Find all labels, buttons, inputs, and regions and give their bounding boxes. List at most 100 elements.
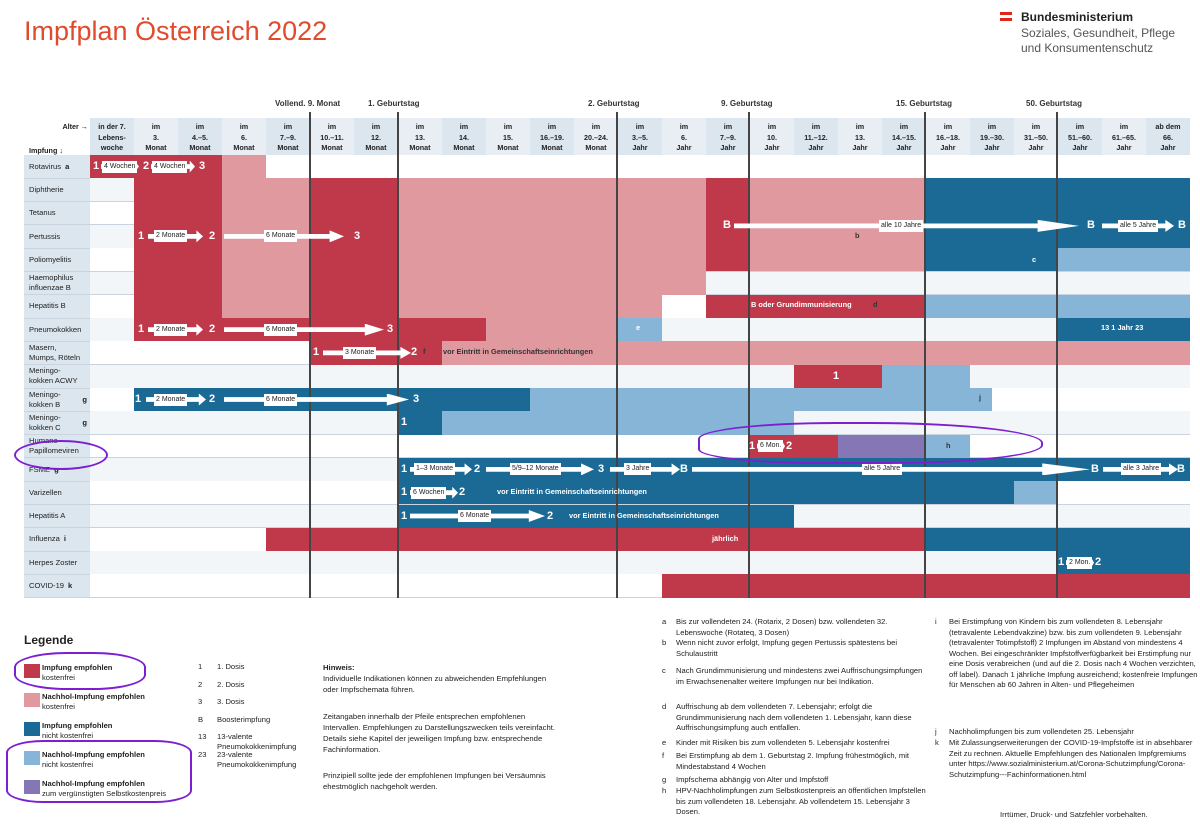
column-header-line: Jahr [1160, 143, 1176, 152]
interval-label: 6 Monate [264, 323, 298, 336]
interval-label: 3 Monate [343, 346, 377, 359]
bar-pneumo-risk [618, 318, 662, 342]
milestone-line [616, 112, 618, 598]
vaccine-label: COVID-19 k [29, 574, 87, 597]
column-header [662, 118, 706, 155]
interval-label: 6 Monate [264, 393, 298, 406]
table-row [90, 155, 1190, 179]
column-header-line: 14.–15. [892, 132, 916, 142]
dose-number: 1 [401, 509, 408, 522]
column-header-line: im [635, 122, 645, 131]
dose-number: B [680, 462, 688, 475]
column-header-line: 7.–9. [280, 132, 296, 142]
vaccine-name: Humane Papillomeviren [29, 436, 79, 456]
interval-label: 6 Monate [458, 510, 492, 522]
dose-legend-value: 3. Dosis [217, 697, 245, 706]
column-header-line: 3.–5. [632, 132, 648, 142]
dose-number: 2 [474, 462, 481, 475]
column-header-line: Monat [585, 143, 607, 152]
dose-legend-value: 2. Dosis [217, 679, 245, 689]
legend-swatch-purple [24, 780, 40, 794]
column-header [266, 118, 310, 155]
column-header-line: im [855, 122, 865, 131]
footnote-text: Nach Grundimmunisierung und mindestens z… [676, 666, 923, 686]
footnote: j Nachholimpfungen bis zum vollendeten 25… [935, 727, 1200, 738]
column-header-line: im [371, 122, 381, 131]
schedule-annotation: h [946, 440, 951, 450]
dose-number: 1 [749, 439, 756, 452]
legend-item-3: Impfung empfohlen nicht kostenfrei [42, 721, 113, 740]
column-header-line: Monat [189, 143, 211, 152]
footnote-key: g [662, 775, 667, 784]
dose-number: B [1087, 219, 1095, 232]
column-header [750, 118, 794, 155]
vaccine-name: Haemophilus influenzae B [29, 273, 74, 293]
legend-swatch-red [24, 664, 40, 678]
column-header-line: im [679, 122, 689, 131]
ministry-name-2: Soziales, Gesundheit, Pflege [1021, 26, 1176, 40]
footnote-key: d [662, 702, 667, 711]
milestone-line [1056, 112, 1058, 598]
milestone-label: 1. Geburtstag [368, 99, 420, 108]
interval-label: 6 Wochen [411, 486, 447, 499]
interval-label: 2 Monate [154, 393, 188, 406]
column-header-line: im [1075, 122, 1085, 131]
bar-hepb-booster [706, 294, 926, 319]
table-row [90, 434, 1190, 458]
interval-label: alle 5 Jahre [862, 463, 903, 476]
column-header-line: 14. [459, 132, 469, 142]
table-row [90, 551, 1190, 575]
column-header-line: im [415, 122, 425, 131]
column-header-line: 66. [1163, 132, 1173, 142]
footnote-key: b [662, 638, 667, 647]
dose-number: 1 [1058, 556, 1065, 569]
milestone-label: 9. Geburtstag [721, 99, 773, 108]
schedule-annotation: e [636, 323, 641, 333]
schedule-annotation: c [1032, 254, 1037, 264]
bar-covid [662, 574, 1190, 598]
bar-acwy-catchup [882, 364, 970, 388]
dose-number: 3 [354, 229, 361, 242]
vaccine-axis-label: Impfung ↓ [29, 146, 63, 155]
column-header-line: 12. [371, 132, 381, 142]
vaccine-name: Meningo-kokken B [29, 389, 61, 409]
column-header [1014, 118, 1058, 155]
dose-number: 2 [786, 439, 793, 452]
legend-item-4: Nachhol-Impfung empfohlen nicht kostenfre… [42, 750, 145, 769]
footnote: a Bis zur vollendeten 24. (Rotarix, 2 Dos… [662, 617, 931, 638]
interval-label: 3 Jahre [624, 463, 652, 476]
column-header [398, 118, 442, 155]
vaccine-footnote-ref: g [82, 417, 87, 427]
dose-number: 2 [459, 486, 466, 499]
column-header [1146, 118, 1190, 155]
footnote-key: c [662, 666, 666, 675]
column-header [134, 118, 178, 155]
bar-hepb-catchup [222, 294, 310, 319]
footnote-key: j [935, 727, 937, 736]
vaccine-label: Meningo-kokken C g [29, 411, 87, 434]
vaccine-label: Haemophilus influenzae B [29, 272, 87, 295]
column-header-line: Jahr [764, 143, 780, 152]
column-header-line: 13. [415, 132, 425, 142]
dose-number: 2 [1095, 556, 1102, 569]
column-header [178, 118, 222, 155]
column-header-line: im [811, 122, 821, 131]
row-divider [24, 597, 1190, 599]
column-header-line: Monat [277, 143, 299, 152]
column-header-line: Jahr [896, 143, 912, 152]
column-header [618, 118, 662, 155]
column-header-line: Jahr [1116, 143, 1132, 152]
vaccine-label: Pertussis [29, 225, 87, 248]
column-header-line: 15. [503, 132, 513, 142]
footnote-text: Bis zur vollendeten 24. (Rotarix, 2 Dose… [676, 617, 888, 637]
dose-number: 2 [209, 323, 216, 336]
footnote: c Nach Grundimmunisierung und mindestens … [662, 666, 931, 687]
column-header-line: Monat [409, 143, 431, 152]
footnote-key: e [662, 738, 667, 747]
milestone-label: 15. Geburtstag [896, 99, 953, 108]
age-axis-label: Alter → [62, 122, 88, 131]
bar-hpv-catchup [926, 434, 970, 458]
vaccine-name: Varizellen [29, 487, 62, 497]
vaccine-label: Herpes Zoster [29, 551, 87, 574]
